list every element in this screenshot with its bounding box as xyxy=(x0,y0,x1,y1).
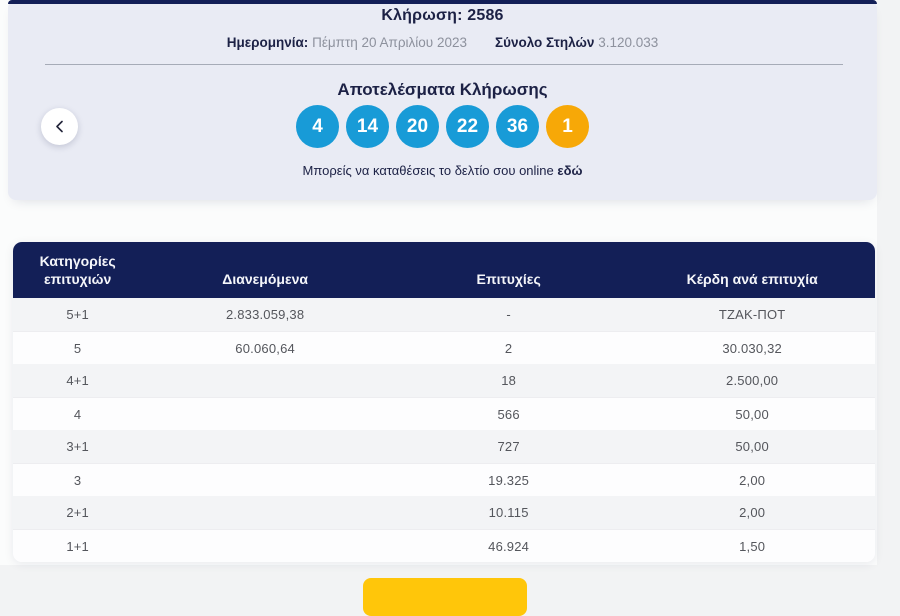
cell-wins: - xyxy=(506,307,511,322)
cell-wins: 19.325 xyxy=(488,472,530,488)
cell-prize: 2,00 xyxy=(739,472,766,488)
online-note-text: Μπορείς να καταθέσεις το δελτίο σου onli… xyxy=(302,163,554,178)
draw-results-card: Κλήρωση: 2586 Ημερομηνία: Πέμπτη 20 Απρι… xyxy=(8,0,877,200)
card-top-stripe xyxy=(8,0,877,4)
prize-table-header: Κατηγορίες επιτυχιών Διανεμόμενα Επιτυχί… xyxy=(13,242,875,298)
cell-wins: 727 xyxy=(497,439,520,454)
cell-prize: ΤΖΑΚ-ΠΟΤ xyxy=(718,307,786,322)
draw-title: Κλήρωση: 2586 xyxy=(381,7,504,24)
table-row: 3 19.325 2,00 xyxy=(13,463,875,496)
cell-category: 3 xyxy=(73,472,82,488)
cell-category: 5 xyxy=(73,340,82,356)
online-note-link[interactable]: εδώ xyxy=(557,163,583,178)
header-distributed: Διανεμόμενα xyxy=(222,270,308,287)
table-row: 4+1 18 2.500,00 xyxy=(13,364,875,397)
cell-prize: 50,00 xyxy=(735,406,769,422)
cell-wins: 10.115 xyxy=(488,505,529,520)
prize-table: Κατηγορίες επιτυχιών Διανεμόμενα Επιτυχί… xyxy=(13,242,875,562)
cell-prize: 50,00 xyxy=(735,439,769,454)
cell-prize: 1,50 xyxy=(739,538,766,554)
results-title: Αποτελέσματα Κλήρωσης xyxy=(337,80,548,99)
cell-category: 4+1 xyxy=(66,373,89,388)
card-divider xyxy=(45,64,843,65)
winning-number-ball: 4 xyxy=(296,105,339,148)
cell-category: 3+1 xyxy=(66,439,89,454)
total-columns: Σύνολο Στηλών 3.120.033 xyxy=(495,35,658,50)
cell-prize: 2,00 xyxy=(739,505,766,520)
cell-wins: 2 xyxy=(504,340,513,356)
chevron-left-icon xyxy=(55,120,64,133)
header-prize: Κέρδη ανά επιτυχία xyxy=(686,270,818,287)
table-row: 3+1 727 50,00 xyxy=(13,430,875,463)
draw-date-label: Ημερομηνία: xyxy=(226,35,309,50)
cta-button[interactable] xyxy=(363,578,527,616)
cell-distributed: 2.833.059,38 xyxy=(225,307,305,322)
total-columns-value: 3.120.033 xyxy=(598,35,659,50)
table-row: 5 60.060,64 2 30.030,32 xyxy=(13,331,875,364)
header-wins: Επιτυχίες xyxy=(476,270,541,287)
online-note: Μπορείς να καταθέσεις το δελτίο σου onli… xyxy=(8,163,877,178)
cell-category: 1+1 xyxy=(66,538,89,554)
cell-prize: 30.030,32 xyxy=(722,340,782,356)
draw-date: Ημερομηνία: Πέμπτη 20 Απριλίου 2023 xyxy=(227,35,467,50)
winning-number-ball: 20 xyxy=(396,105,439,148)
cell-category: 4 xyxy=(73,406,82,422)
previous-draw-button[interactable] xyxy=(41,108,78,145)
cell-wins: 46.924 xyxy=(488,538,530,554)
table-row: 1+1 46.924 1,50 xyxy=(13,529,875,562)
total-columns-label: Σύνολο Στηλών xyxy=(494,35,595,50)
joker-number-ball: 1 xyxy=(546,105,589,148)
draw-date-value: Πέμπτη 20 Απριλίου 2023 xyxy=(312,35,467,50)
cell-wins: 18 xyxy=(501,373,517,388)
winning-numbers: 4 14 20 22 36 1 xyxy=(8,105,877,148)
cell-category: 5+1 xyxy=(66,307,89,322)
winning-number-ball: 36 xyxy=(496,105,539,148)
table-row: 5+1 2.833.059,38 - ΤΖΑΚ-ΠΟΤ xyxy=(13,298,875,331)
cell-prize: 2.500,00 xyxy=(726,373,779,388)
cell-category: 2+1 xyxy=(66,505,89,520)
cell-distributed: 60.060,64 xyxy=(235,340,295,356)
table-row: 4 566 50,00 xyxy=(13,397,875,430)
table-row: 2+1 10.115 2,00 xyxy=(13,496,875,529)
winning-number-ball: 22 xyxy=(446,105,489,148)
draw-meta: Ημερομηνία: Πέμπτη 20 Απριλίου 2023 Σύνο… xyxy=(8,35,877,50)
cell-wins: 566 xyxy=(497,406,520,422)
header-category: Κατηγορίες επιτυχιών xyxy=(39,252,116,287)
winning-number-ball: 14 xyxy=(346,105,389,148)
